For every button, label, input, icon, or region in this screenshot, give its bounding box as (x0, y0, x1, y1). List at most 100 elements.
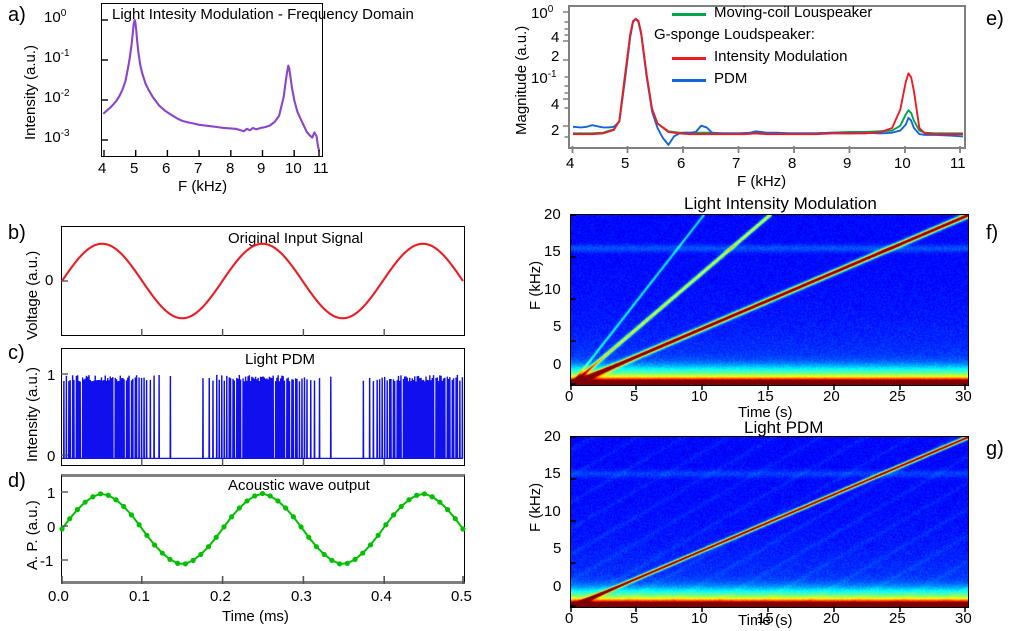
panel-g-xtick-10: 10 (691, 610, 708, 627)
panel-g-ytick-20: 20 (544, 428, 561, 445)
panel-g-xlabel: Time (s) (738, 612, 793, 629)
panel-d-ylabel: A. P. (a.u.) (24, 500, 41, 570)
panel-d-ytick-m1: -1 (40, 553, 54, 570)
panel-f-xtick-30: 30 (955, 388, 972, 405)
panel-letter-a: a) (8, 4, 26, 26)
panel-f-xtick-5: 5 (630, 388, 639, 405)
panel-e-ytick-1: 100 (531, 4, 554, 22)
panel-a-xtick-9: 9 (257, 160, 266, 177)
panel-e-axis-ticks (563, 11, 961, 153)
panel-d-series-line (61, 492, 464, 565)
panel-g-ytick-0: 0 (553, 578, 562, 595)
legend-header-g-sponge: G-sponge Loudspeaker: (654, 26, 815, 43)
panel-e-plot-box (568, 5, 966, 149)
panel-e-xtick-6: 6 (677, 155, 686, 172)
panel-a-ticks (101, 19, 320, 157)
panel-b-series-line (61, 242, 464, 320)
panel-e-xtick-8: 8 (788, 155, 797, 172)
panel-g-xtick-20: 20 (823, 610, 840, 627)
panel-a-ytick-0: 100 (44, 8, 67, 26)
panel-g-ytick-15: 15 (544, 465, 561, 482)
panel-c-ylabel: Intensity (a.u.) (24, 366, 41, 462)
panel-d-xtick-3: 0.3 (291, 588, 312, 605)
panel-e-xtick-4: 4 (566, 155, 575, 172)
panel-a-plot-box (101, 3, 323, 157)
panel-e-xtick-5: 5 (621, 155, 630, 172)
panel-d-xtick-1: 0.1 (129, 588, 150, 605)
legend-swatch-intensity-modulation (672, 57, 706, 60)
panel-a-plot (101, 18, 321, 157)
panel-f-xtick-10: 10 (691, 388, 708, 405)
panel-letter-b: b) (8, 222, 26, 244)
panel-g-xtick-0: 0 (565, 610, 574, 627)
panel-d-title: Acoustic wave output (228, 477, 370, 494)
panel-letter-g: g) (986, 438, 1004, 460)
panel-d-xtick-5: 0.5 (451, 588, 472, 605)
panel-g-title: Light PDM (744, 418, 824, 437)
panel-f-ytick-10: 10 (544, 281, 561, 298)
panel-d-xlabel: Time (ms) (222, 608, 289, 625)
panel-a-curve-layer (102, 18, 321, 152)
panel-e-xtick-11: 11 (950, 155, 966, 172)
panel-e-xtick-10: 10 (894, 155, 911, 172)
panel-c-ytick-0: 0 (47, 448, 56, 465)
panel-a-xtick-10: 10 (285, 160, 302, 177)
panel-d-ticks (61, 491, 68, 561)
legend-label-moving-coil: Moving-coil Louspeaker (714, 4, 873, 21)
panel-b-ticks (61, 280, 385, 336)
panel-b-plot (61, 242, 464, 336)
panel-f-xtick-20: 20 (823, 388, 840, 405)
panel-f-spectrogram (570, 214, 969, 386)
panel-g-ytick-5: 5 (553, 540, 562, 557)
panel-e-xtick-7: 7 (732, 155, 741, 172)
legend-swatch-moving-coil (672, 13, 706, 16)
panel-e-plot (572, 17, 963, 146)
panel-a-xtick-8: 8 (226, 160, 235, 177)
panel-f-ytick-5: 5 (553, 318, 562, 335)
panel-e-ytick-004: 4 (551, 96, 560, 113)
panel-letter-e: e) (986, 8, 1004, 30)
panel-g-xtick-5: 5 (630, 610, 639, 627)
panel-f-xtick-15: 15 (757, 388, 774, 405)
panel-c-title: Light PDM (245, 351, 316, 368)
panel-d-xtick-0: 0.0 (48, 588, 69, 605)
panel-g-ytick-10: 10 (544, 503, 561, 520)
panel-a-xlabel: F (kHz) (178, 178, 228, 195)
panel-a-xtick-7: 7 (194, 160, 203, 177)
panel-g-xtick-30: 30 (955, 610, 972, 627)
panel-e-xtick-9: 9 (843, 155, 852, 172)
panel-c-ytick-1: 1 (47, 367, 56, 384)
panel-g-xtick-25: 25 (889, 610, 906, 627)
panel-b-ytick-0: 0 (45, 272, 54, 289)
panel-a-title: Light Intesity Modulation - Frequency Do… (112, 6, 414, 23)
panel-a-ytick-1: 10-1 (44, 48, 70, 66)
panel-e-ylabel: Magnitude (a.u.) (513, 25, 530, 135)
panel-g-spectrogram (570, 436, 969, 608)
panel-e-ytick-02: 2 (551, 48, 560, 65)
panel-f-ytick-15: 15 (544, 243, 561, 260)
panel-f-title: Light Intensity Modulation (684, 194, 877, 213)
panel-letter-f: f) (986, 222, 999, 244)
panel-d-markers (59, 490, 466, 567)
panel-letter-d: d) (8, 470, 26, 492)
panel-b-ylabel: Voltage (a.u.) (24, 250, 41, 340)
panel-g-ylabel: F (kHz) (527, 482, 544, 532)
panel-c-ticks (61, 373, 385, 466)
panel-d-xticks (61, 576, 464, 584)
panel-d-xtick-4: 0.4 (371, 588, 392, 605)
panel-a-xtick-4: 4 (98, 160, 107, 177)
panel-f-ylabel: F (kHz) (527, 260, 544, 310)
panel-d-ytick-1: 1 (47, 485, 56, 502)
panel-c-series-line (62, 374, 464, 459)
panel-f-ticks (570, 214, 966, 390)
panel-f-ytick-20: 20 (544, 206, 561, 223)
panel-d-plot (59, 490, 466, 584)
panel-f-xlabel: Time (s) (738, 404, 793, 421)
legend-label-intensity-modulation: Intensity Modulation (714, 48, 848, 65)
panel-d-ytick-0: 0 (47, 519, 56, 536)
panel-f-xtick-25: 25 (889, 388, 906, 405)
panel-a-ylabel: Intensity (a.u.) (22, 44, 39, 140)
panel-e-ytick-002: 2 (551, 122, 560, 139)
legend-label-pdm: PDM (714, 70, 748, 87)
